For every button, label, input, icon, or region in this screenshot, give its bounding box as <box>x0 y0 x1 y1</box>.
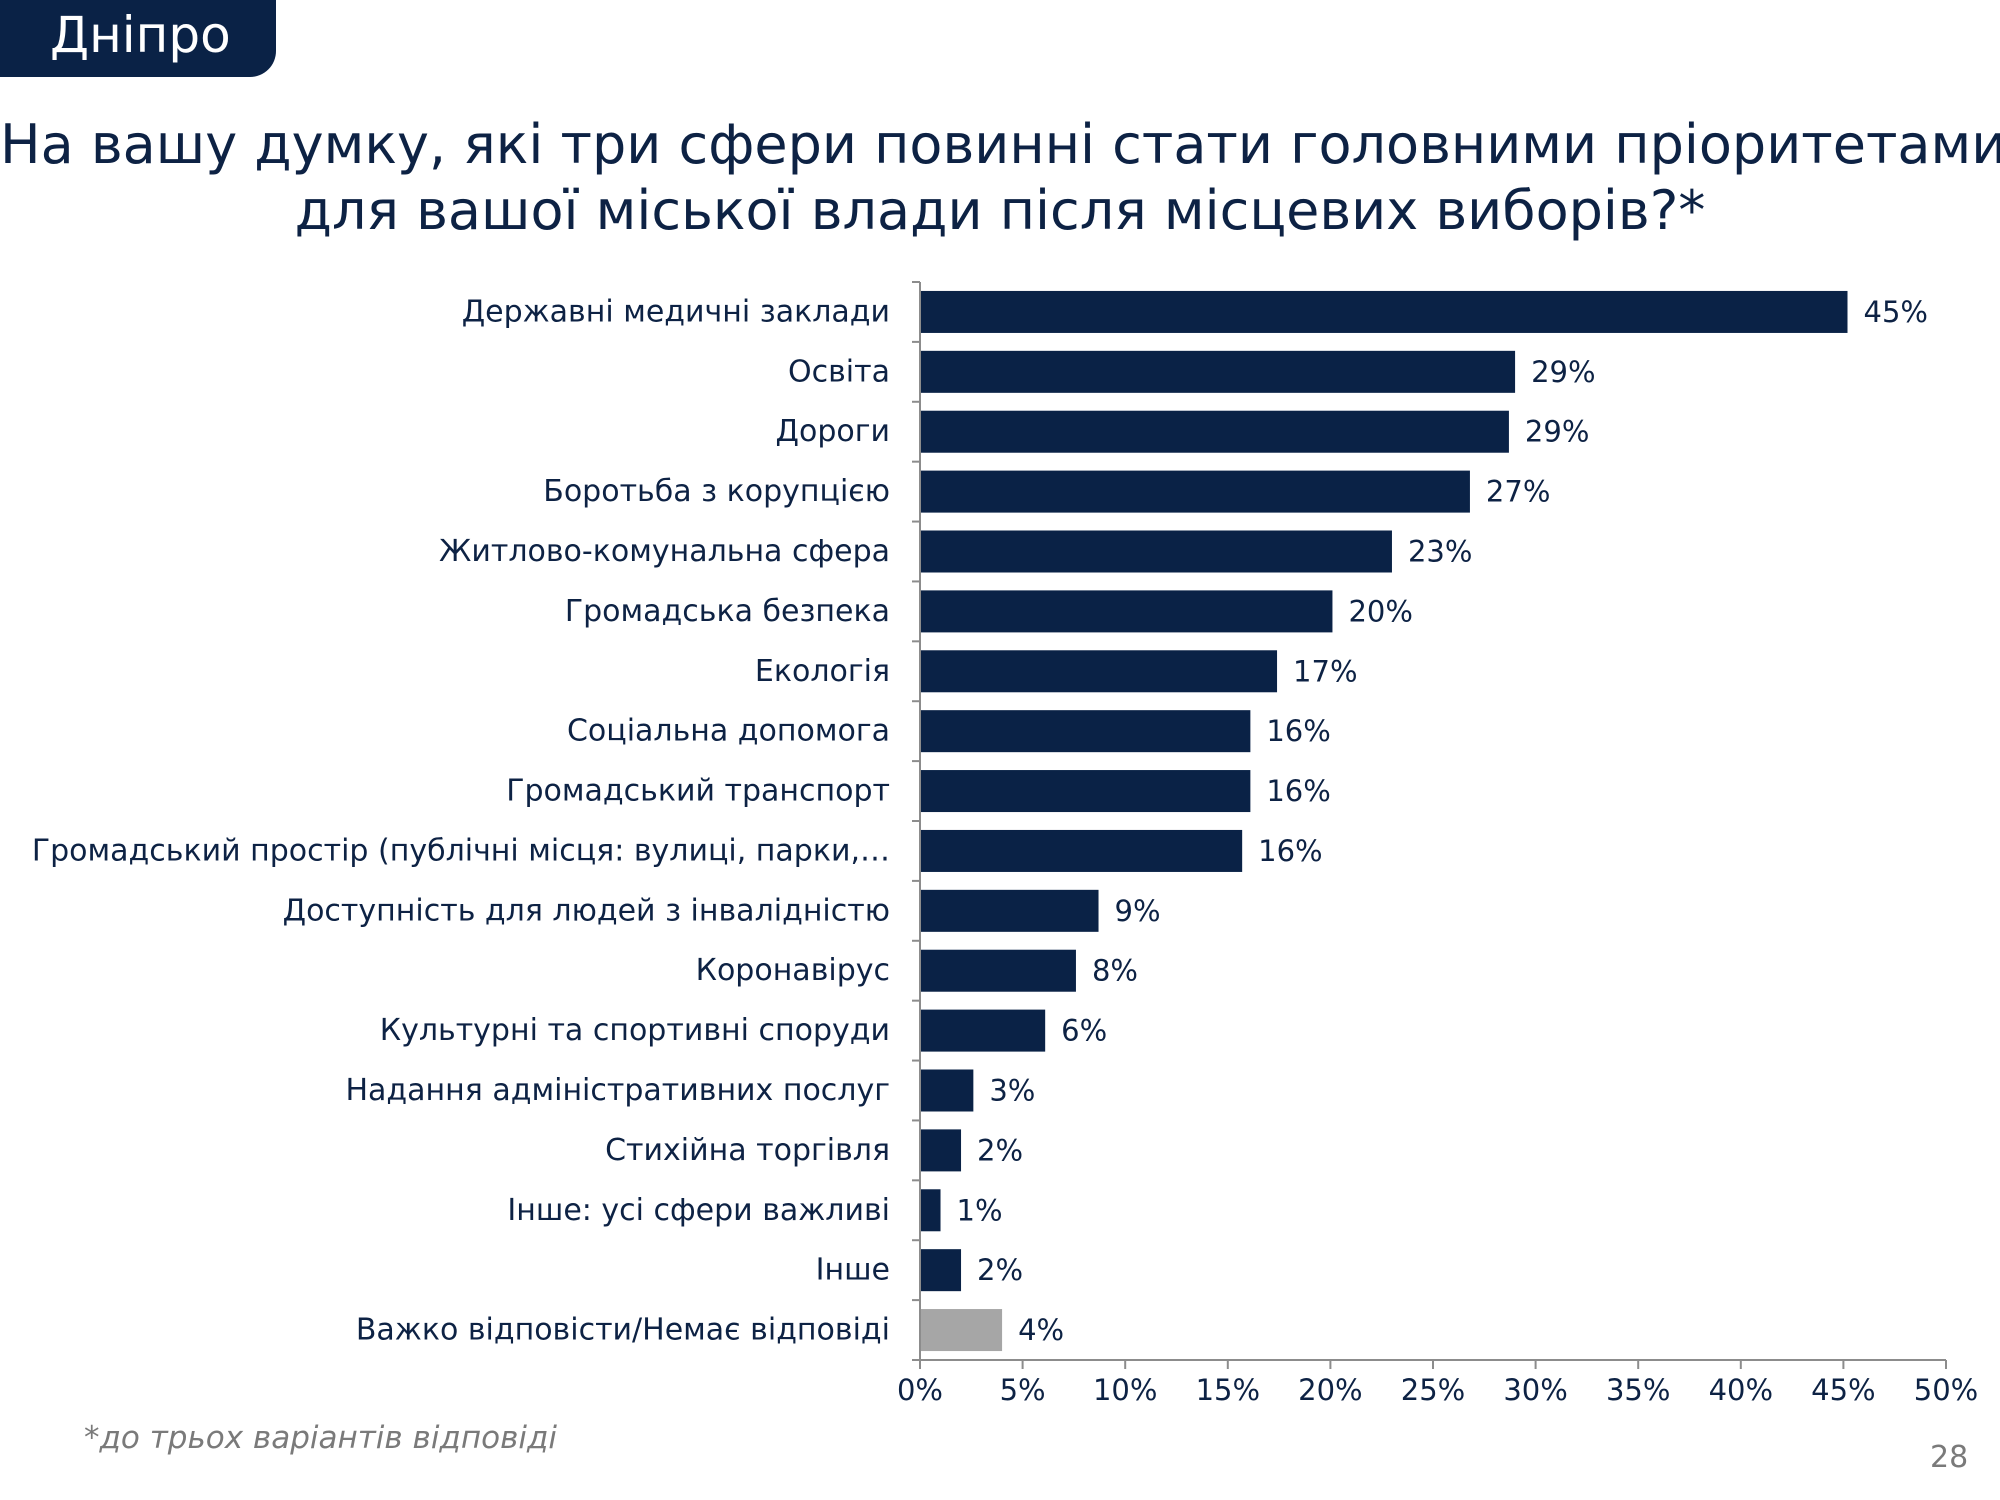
category-label: Боротьба з корупцією <box>543 474 890 509</box>
category-label: Державні медичні заклади <box>462 294 890 329</box>
city-tab: Дніпро <box>0 0 276 77</box>
value-label: 3% <box>989 1074 1035 1108</box>
value-label: 29% <box>1531 355 1595 389</box>
category-label: Інше <box>816 1253 890 1288</box>
bar <box>921 650 1278 693</box>
value-label: 4% <box>1018 1313 1064 1347</box>
tick-label: 5% <box>1000 1373 1046 1407</box>
bar <box>921 1189 941 1232</box>
city-label: Дніпро <box>50 6 231 64</box>
bar <box>921 590 1333 633</box>
tick-label: 0% <box>897 1373 943 1407</box>
bar <box>921 1309 1003 1352</box>
value-label: 9% <box>1115 894 1161 928</box>
category-label: Дороги <box>776 414 890 449</box>
tick-label: 35% <box>1606 1373 1670 1407</box>
bar <box>921 1249 962 1292</box>
category-label: Соціальна допомога <box>567 714 890 749</box>
category-label: Доступність для людей з інвалідністю <box>283 893 890 928</box>
value-label: 16% <box>1266 714 1330 748</box>
value-label: 6% <box>1061 1014 1107 1048</box>
value-label: 2% <box>977 1253 1023 1287</box>
bar <box>921 1129 962 1172</box>
footnote: *до трьох варіантів відповіді <box>84 1420 558 1456</box>
tick-label: 45% <box>1811 1373 1875 1407</box>
title-line-2: для вашої міської влади після місцевих в… <box>294 179 1706 242</box>
tick-label: 50% <box>1914 1373 1978 1407</box>
value-label: 20% <box>1348 594 1412 628</box>
value-label: 8% <box>1092 954 1138 988</box>
bar <box>921 1009 1046 1052</box>
bar <box>921 889 1099 932</box>
category-label: Стихійна торгівля <box>605 1133 890 1168</box>
axes-layer: 0% 5% 10% 15% 20% 25% 30% 35% 40% 45% 50% <box>897 281 1978 1407</box>
bar <box>921 350 1516 393</box>
value-label: 27% <box>1486 475 1550 509</box>
tick-label: 10% <box>1093 1373 1157 1407</box>
category-label: Громадський простір (публічні місця: вул… <box>32 833 890 868</box>
bar <box>921 410 1509 453</box>
tick-label: 40% <box>1709 1373 1773 1407</box>
value-label: 23% <box>1408 535 1472 569</box>
bar <box>921 949 1076 992</box>
category-label: Громадський транспорт <box>506 774 890 809</box>
page-title: На вашу думку, які три сфери повинні ста… <box>0 112 2000 244</box>
tick-label: 25% <box>1401 1373 1465 1407</box>
category-label: Надання адміністративних послуг <box>345 1073 890 1108</box>
category-label: Громадська безпека <box>565 594 890 629</box>
category-label: Важко відповісти/Немає відповіді <box>356 1313 890 1348</box>
value-label: 16% <box>1266 774 1330 808</box>
bar <box>921 829 1243 872</box>
category-label: Культурні та спортивні споруди <box>380 1013 890 1048</box>
bar <box>921 770 1251 813</box>
value-labels-layer: 45% 29% 29% 27% 23% 20% 17% 16% 16% 16% 9% 8% 6% 3% 2%… <box>957 295 1928 1347</box>
bar <box>921 710 1251 753</box>
bar <box>921 1069 974 1112</box>
title-line-1: На вашу думку, які три сфери повинні ста… <box>0 113 2000 176</box>
page-number: 28 <box>1930 1440 1969 1475</box>
tick-label: 20% <box>1298 1373 1362 1407</box>
value-label: 29% <box>1525 415 1589 449</box>
tick-label: 15% <box>1196 1373 1260 1407</box>
value-label: 2% <box>977 1133 1023 1167</box>
category-label: Житлово-комунальна сфера <box>439 534 890 569</box>
category-labels-layer: Державні медичні заклади Освіта Дороги Боро… <box>32 294 890 1347</box>
category-label: Освіта <box>788 354 890 389</box>
value-label: 45% <box>1864 295 1928 329</box>
bars-layer <box>921 290 1848 1352</box>
bar <box>921 470 1470 513</box>
tick-label: 30% <box>1503 1373 1567 1407</box>
category-label: Коронавірус <box>696 953 890 988</box>
value-label: 17% <box>1293 654 1357 688</box>
value-label: 16% <box>1258 834 1322 868</box>
bar <box>921 290 1848 333</box>
bar <box>921 530 1392 573</box>
value-label: 1% <box>957 1193 1003 1227</box>
category-label: Екологія <box>755 654 890 689</box>
category-label: Інше: усі сфери важливі <box>507 1193 890 1228</box>
